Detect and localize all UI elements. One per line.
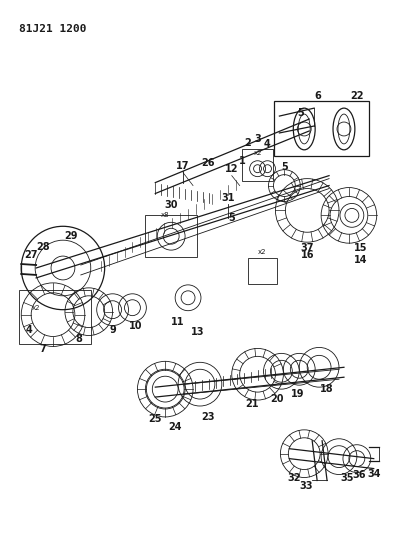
Text: 5: 5 [281, 161, 288, 172]
Text: 10: 10 [129, 320, 142, 330]
Text: 4: 4 [26, 325, 33, 335]
Text: 17: 17 [176, 161, 190, 171]
Bar [145, 215, 197, 257]
Text: 27: 27 [24, 250, 38, 260]
Text: 24: 24 [169, 422, 182, 432]
Bar [274, 101, 369, 156]
Text: 19: 19 [290, 389, 304, 399]
Text: 31: 31 [221, 193, 235, 204]
Text: 7: 7 [40, 344, 46, 354]
Bar [242, 149, 274, 181]
Text: x8: x8 [161, 212, 169, 219]
Text: 14: 14 [354, 255, 367, 265]
Text: 13: 13 [191, 327, 205, 336]
Text: 6: 6 [315, 91, 321, 101]
Text: 22: 22 [350, 91, 364, 101]
Text: 23: 23 [201, 412, 215, 422]
Text: 9: 9 [109, 325, 116, 335]
Text: 3: 3 [254, 134, 261, 144]
Text: 35: 35 [340, 473, 354, 483]
Bar [19, 290, 91, 344]
Text: 5: 5 [228, 213, 235, 223]
Text: 30: 30 [164, 200, 178, 211]
Text: 81J21 1200: 81J21 1200 [19, 24, 87, 34]
Text: 21: 21 [245, 399, 258, 409]
Text: 18: 18 [320, 384, 334, 394]
Bar [248, 258, 277, 284]
Text: 36: 36 [352, 470, 365, 480]
Text: 28: 28 [36, 242, 50, 252]
Text: 33: 33 [299, 481, 313, 491]
Text: 5: 5 [297, 108, 304, 118]
Text: 34: 34 [367, 469, 380, 479]
Text: 37: 37 [301, 243, 314, 253]
Text: 26: 26 [201, 158, 215, 168]
Text: 1: 1 [239, 156, 246, 166]
Text: x2: x2 [253, 150, 262, 156]
Text: x2: x2 [32, 305, 40, 311]
Text: 32: 32 [288, 473, 301, 483]
Text: 16: 16 [301, 250, 314, 260]
Text: 11: 11 [171, 317, 185, 327]
Text: 15: 15 [354, 243, 367, 253]
Text: 2: 2 [244, 138, 251, 148]
Text: 29: 29 [64, 231, 78, 241]
Text: 20: 20 [271, 394, 284, 404]
Text: 4: 4 [264, 139, 271, 149]
Text: 25: 25 [149, 414, 162, 424]
Text: 12: 12 [225, 164, 239, 174]
Text: x2: x2 [258, 249, 267, 255]
Text: 8: 8 [75, 335, 82, 344]
